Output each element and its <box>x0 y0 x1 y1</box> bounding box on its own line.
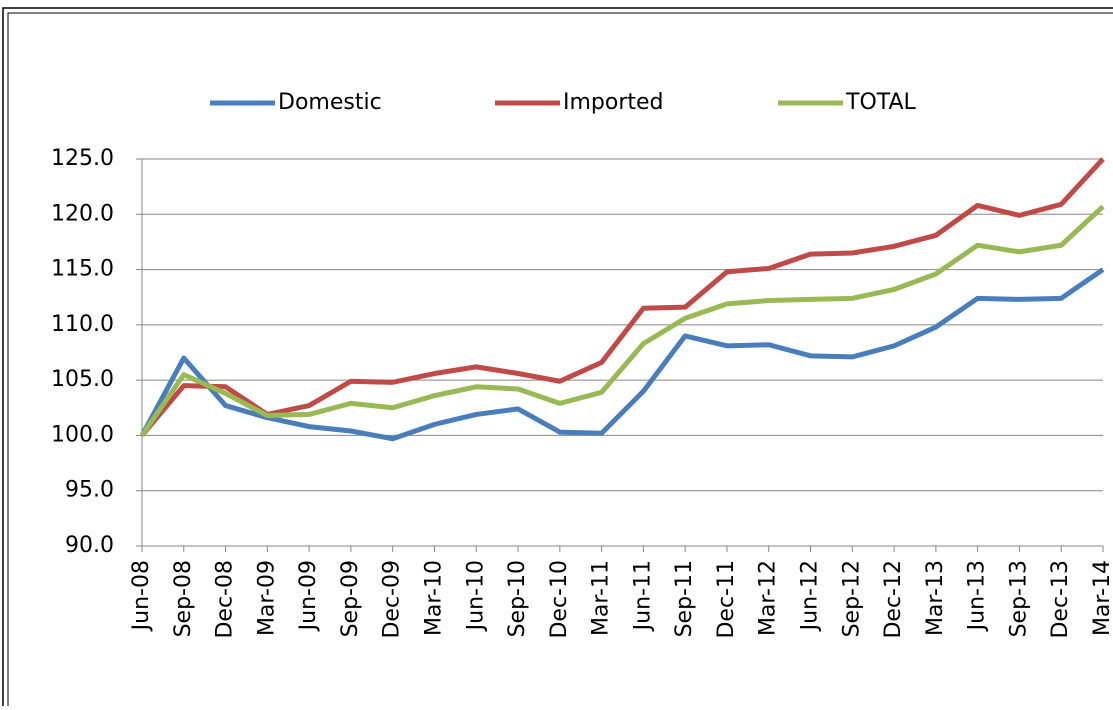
x-tick-label: Dec-09 <box>380 560 405 639</box>
x-tick-label: Dec-08 <box>213 560 238 639</box>
x-tick-label: Mar-09 <box>254 560 279 636</box>
x-tick-label: Mar-11 <box>589 560 614 636</box>
x-tick-label: Sep-10 <box>505 560 530 637</box>
y-tick-label: 100.0 <box>51 422 114 447</box>
x-tick-label: Dec-12 <box>881 560 906 639</box>
x-tick-label: Sep-13 <box>1006 560 1031 637</box>
y-tick-label: 115.0 <box>51 257 114 282</box>
x-tick-label: Sep-08 <box>171 560 196 637</box>
series-line <box>139 267 1105 442</box>
x-tick-label: Dec-11 <box>714 560 739 639</box>
y-tick-label: 120.0 <box>51 201 114 226</box>
x-tick-label: Jun-09 <box>296 560 321 632</box>
legend-label: Imported <box>563 90 664 115</box>
x-tick-label: Jun-13 <box>965 560 990 632</box>
y-tick-label: 125.0 <box>51 146 114 171</box>
x-tick-label: Sep-12 <box>839 560 864 637</box>
x-tick-label: Dec-10 <box>547 560 572 639</box>
inner-frame <box>7 12 1113 710</box>
x-tick-label: Dec-13 <box>1048 560 1073 639</box>
x-tick-label: Jun-08 <box>129 560 154 632</box>
y-tick-label: 105.0 <box>51 367 114 392</box>
x-tick-label: Mar-14 <box>1090 560 1113 636</box>
legend-label: Domestic <box>278 90 382 115</box>
x-tick-label: Sep-09 <box>338 560 363 637</box>
series-line <box>139 204 1105 437</box>
x-tick-label: Mar-12 <box>756 560 781 636</box>
x-tick-label: Mar-10 <box>421 560 446 636</box>
x-tick-label: Sep-11 <box>672 560 697 637</box>
legend-label: TOTAL <box>845 90 917 115</box>
series-line <box>140 157 1105 438</box>
y-tick-label: 95.0 <box>65 478 114 503</box>
frame <box>2 7 1113 710</box>
x-tick-label: Jun-12 <box>798 560 823 632</box>
y-tick-label: 90.0 <box>65 533 114 558</box>
x-tick-label: Jun-10 <box>463 560 488 632</box>
y-tick-label: 110.0 <box>51 312 114 337</box>
x-tick-label: Mar-13 <box>923 560 948 636</box>
x-tick-label: Jun-11 <box>630 560 655 632</box>
